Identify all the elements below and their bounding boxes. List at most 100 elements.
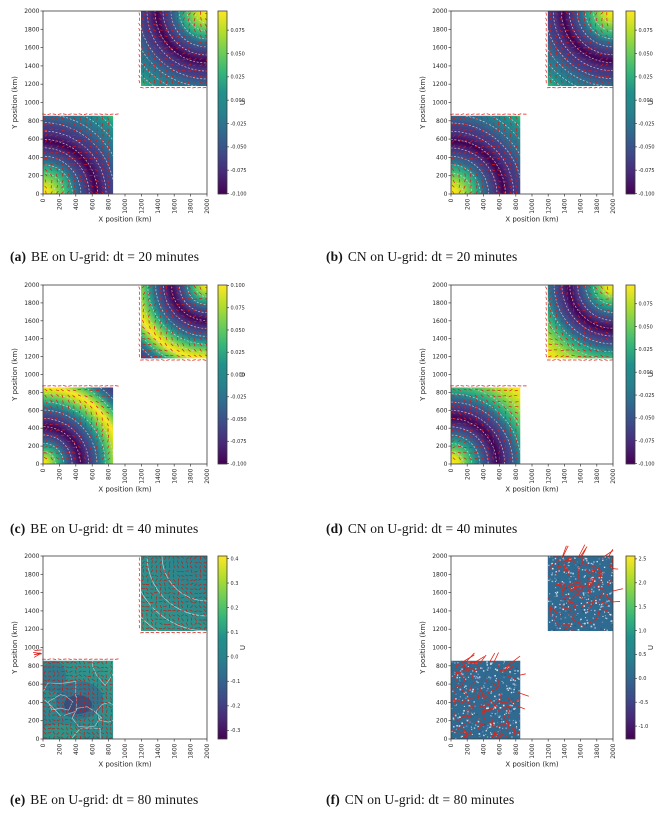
quiver-trace xyxy=(577,564,581,577)
quiver-trace xyxy=(585,568,594,576)
quiver-trace xyxy=(460,715,472,720)
quiver-trace xyxy=(561,586,566,596)
edge-quivers xyxy=(42,113,119,115)
quiver-trace xyxy=(510,726,520,734)
quiver-trace xyxy=(588,617,599,624)
caption-b-text: CN on U-grid: dt = 20 minutes xyxy=(347,249,518,264)
quiver-trace xyxy=(460,713,469,717)
caption-d-text: CN on U-grid: dt = 40 minutes xyxy=(347,521,518,536)
colorbar-tick-label: 0.100 xyxy=(231,283,245,289)
quiver-trace xyxy=(451,676,459,683)
x-tick-label: 1000 xyxy=(529,468,536,483)
caption-a-label: (a) xyxy=(10,249,27,264)
x-tick-label: 1000 xyxy=(529,743,536,758)
y-tick-label: 1200 xyxy=(24,626,39,633)
colorbar-label: U xyxy=(647,100,655,105)
contour-field xyxy=(43,387,114,464)
quiver-trace xyxy=(600,590,605,599)
quiver-trace xyxy=(587,583,591,596)
colorbar-label: U xyxy=(239,645,247,650)
quiver-trace xyxy=(557,583,567,587)
quiver-trace xyxy=(461,688,468,696)
quiver-trace xyxy=(490,734,502,737)
colorbar-tick-label: -1.0 xyxy=(639,724,649,730)
quiver-trace xyxy=(578,575,584,585)
caption-a: (a) BE on U-grid: dt = 20 minutes xyxy=(10,249,199,265)
y-tick-label: 400 xyxy=(28,425,40,432)
edge-quivers xyxy=(42,385,119,387)
y-tick-label: 2000 xyxy=(24,553,39,560)
x-tick-label: 800 xyxy=(513,743,520,755)
y-tick-label: 200 xyxy=(436,443,448,450)
quiver-trace xyxy=(609,557,613,567)
x-tick-label: 1200 xyxy=(545,743,552,758)
caption-d-label: (d) xyxy=(326,521,343,536)
quiver-trace xyxy=(556,566,559,575)
x-tick-label: 600 xyxy=(89,468,96,480)
quiver-trace xyxy=(473,685,477,696)
y-tick-label: 0 xyxy=(444,461,448,468)
quiver-trace xyxy=(594,601,604,604)
block-content xyxy=(451,660,521,740)
quiver-trace xyxy=(478,700,489,708)
colorbar: 0.075 0.050 0.025 0.000 -0.025 -0.050 -0.075 -0… xyxy=(625,284,655,467)
axis-ticks: 0 200 400 600 800 1000 1200 1400 1600 1800 2000 0 20… xyxy=(24,553,211,759)
quiver-trace xyxy=(572,605,576,617)
colorbar-gradient xyxy=(625,10,636,195)
contour-field xyxy=(451,115,521,194)
y-tick-label: 0 xyxy=(36,461,40,468)
x-tick-label: 600 xyxy=(89,198,96,210)
quiver-trace xyxy=(560,581,567,592)
colorbar-tick-label: 0.025 xyxy=(231,75,245,81)
x-tick-label: 1200 xyxy=(139,198,146,213)
block-content xyxy=(43,660,114,740)
colorbar-gradient xyxy=(217,10,228,195)
block-content xyxy=(547,556,613,632)
colorbar-tick-label: 0.050 xyxy=(231,328,245,334)
colorbar: 2.5 2.0 1.5 1.0 0.5 0.0 -0.5 -1.0 U xyxy=(625,555,655,740)
contour-field xyxy=(140,11,207,87)
quiver-trace xyxy=(476,734,479,740)
colorbar-tick-label: -0.2 xyxy=(231,704,241,710)
colorbar-tick-label: 0.4 xyxy=(231,556,239,562)
quiver-trace xyxy=(507,707,510,719)
quiver-trace xyxy=(481,708,494,712)
quiver-trace xyxy=(568,603,571,614)
x-tick-label: 1000 xyxy=(122,743,129,758)
colorbar-tick-label: 0.075 xyxy=(639,28,653,34)
quiver-trace xyxy=(505,665,514,673)
y-tick-label: 1600 xyxy=(24,590,39,597)
y-tick-label: 400 xyxy=(28,154,40,161)
y-tick-label: 1000 xyxy=(24,645,39,652)
quiver-trace xyxy=(549,605,551,617)
quiver-trace xyxy=(491,717,495,727)
quiver-trace xyxy=(590,567,595,578)
colorbar-label: U xyxy=(647,645,655,650)
x-tick-label: 0 xyxy=(40,743,47,747)
quiver-trace xyxy=(565,584,576,593)
quiver-trace xyxy=(571,584,582,588)
y-tick-label: 1600 xyxy=(24,45,39,52)
y-tick-label: 200 xyxy=(28,173,40,180)
x-tick-label: 1000 xyxy=(122,468,129,483)
quiver-trace xyxy=(559,595,570,601)
contour-line xyxy=(70,727,106,740)
y-tick-label: 1000 xyxy=(432,372,447,379)
quiver-trace xyxy=(554,614,559,626)
contour-blocks xyxy=(42,285,208,465)
y-tick-label: 1400 xyxy=(432,63,447,70)
colorbar-tick-label: 0.000 xyxy=(639,98,653,104)
quiver-trace xyxy=(465,702,473,713)
colorbar-label: U xyxy=(239,100,247,105)
colorbar-tick-label: 1.5 xyxy=(639,604,647,610)
contour-blocks xyxy=(450,11,613,194)
x-tick-label: 1000 xyxy=(529,198,536,213)
x-tick-label: 1200 xyxy=(545,468,552,483)
x-tick-label: 1200 xyxy=(545,198,552,213)
quiver-trace xyxy=(452,685,463,690)
x-tick-label: 600 xyxy=(497,198,504,210)
x-tick-label: 600 xyxy=(497,743,504,755)
y-tick-label: 1600 xyxy=(432,45,447,52)
quiver-trace xyxy=(586,588,589,600)
